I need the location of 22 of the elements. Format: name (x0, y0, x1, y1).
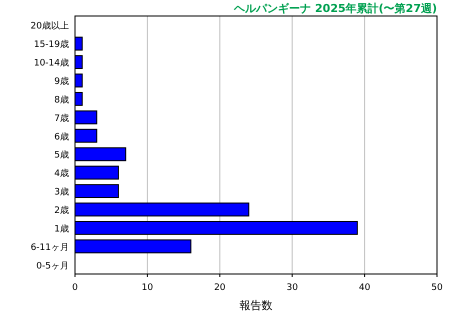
y-tick-label: 10-14歳 (34, 58, 69, 69)
y-tick-label: 6歳 (54, 131, 69, 142)
y-tick-label: 3歳 (54, 186, 69, 198)
x-axis-title: 報告数 (240, 299, 272, 312)
x-tick-label: 50 (431, 283, 443, 293)
chart-title: ヘルパンギーナ 2025年累計(〜第27週) (233, 2, 437, 15)
y-tick-label: 6-11ヶ月 (30, 242, 69, 253)
x-tick-label: 10 (142, 283, 154, 293)
y-tick-label: 15-19歳 (34, 39, 69, 50)
x-tick-label: 0 (72, 283, 78, 293)
y-tick-label: 1歳 (54, 223, 69, 234)
y-tick-label: 4歳 (54, 168, 69, 180)
y-tick-label: 20歳以上 (30, 20, 69, 32)
y-tick-label: 7歳 (54, 112, 69, 124)
y-tick-label: 9歳 (54, 76, 69, 87)
y-tick-label: 0-5ヶ月 (36, 261, 69, 272)
x-tick-label: 30 (286, 283, 298, 293)
y-tick-label: 2歳 (54, 205, 69, 216)
y-tick-label: 5歳 (54, 150, 69, 161)
x-tick-label: 40 (358, 283, 371, 293)
y-tick-label: 8歳 (54, 94, 69, 106)
x-tick-label: 20 (214, 283, 226, 293)
